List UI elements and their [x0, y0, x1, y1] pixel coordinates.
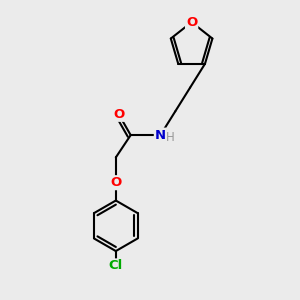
Text: H: H: [166, 131, 174, 144]
Text: N: N: [155, 129, 166, 142]
Text: O: O: [113, 108, 124, 121]
Text: O: O: [110, 176, 122, 189]
Text: O: O: [186, 16, 197, 29]
Text: Cl: Cl: [109, 260, 123, 272]
